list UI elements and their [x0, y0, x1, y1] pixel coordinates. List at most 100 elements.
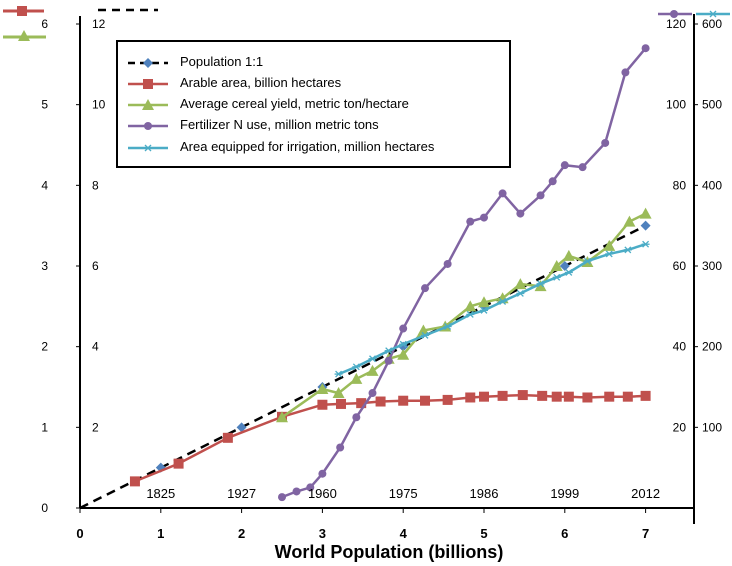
- point-fertilizer-8: [399, 324, 408, 333]
- point-yield-4: [366, 364, 379, 376]
- series-fertilizer: [278, 44, 650, 502]
- point-arable-12: [479, 391, 489, 402]
- point-irrigation-10-c: [516, 289, 524, 297]
- point-yield-0: [276, 411, 288, 423]
- point-fertilizer-17: [560, 161, 569, 170]
- series-line-fertilizer: [281, 47, 647, 499]
- point-fertilizer-10: [443, 259, 452, 268]
- chart-frame: [3, 6, 730, 524]
- point-irrigation-16: [623, 246, 632, 254]
- yield-tick-label-8: 8: [92, 178, 99, 192]
- legend-marker-irrigation-c: [144, 144, 152, 152]
- arable-tick-label-1: 1: [41, 420, 48, 434]
- point-yield-17: [603, 239, 616, 251]
- legend-label-fertilizer: Fertilizer N use, million metric tons: [180, 117, 379, 132]
- irrigation-tick-label-100: 100: [702, 420, 722, 434]
- point-irrigation-8: [480, 306, 488, 314]
- point-irrigation-9: [498, 298, 507, 305]
- point-fertilizer-11: [466, 217, 475, 226]
- legend: Population 1:1 Arable area, billion hect…: [116, 40, 511, 168]
- point-irrigation-8-c: [480, 306, 488, 314]
- fertilizer-tick-label-80: 80: [673, 178, 687, 192]
- series-layer: [79, 44, 652, 510]
- point-fertilizer-16: [548, 177, 557, 186]
- point-arable-21: [640, 390, 651, 401]
- point-arable-15: [537, 390, 548, 401]
- point-fertilizer-0: [278, 493, 286, 502]
- point-irrigation-14-c: [583, 257, 591, 265]
- point-irrigation-0-c: [335, 370, 343, 378]
- x-tick-label-3: 3: [319, 526, 326, 541]
- fertilizer-axis-key-marker: [670, 10, 678, 18]
- irrigation-tick-label-400: 400: [702, 178, 722, 192]
- irrigation-tick-label-200: 200: [702, 340, 722, 354]
- legend-label-arable: Arable area, billion hectares: [180, 75, 342, 90]
- series-population: [79, 220, 651, 510]
- point-arable-9: [420, 395, 431, 406]
- point-fertilizer-13: [498, 189, 507, 198]
- point-yield-12: [514, 278, 527, 290]
- arable-tick-label-5: 5: [41, 98, 48, 112]
- point-yield-15: [562, 249, 575, 261]
- point-arable-8: [398, 395, 409, 406]
- point-irrigation-16-c: [624, 246, 632, 254]
- yield-tick-label-4: 4: [92, 340, 99, 354]
- point-irrigation-2-c: [369, 355, 376, 363]
- point-irrigation-12: [552, 273, 561, 281]
- point-irrigation-1: [352, 363, 361, 371]
- point-fertilizer-5: [352, 413, 361, 422]
- point-irrigation-13-c: [565, 268, 573, 276]
- point-irrigation-5: [421, 331, 430, 339]
- point-arable-10: [442, 394, 453, 405]
- fertilizer-tick-label-20: 20: [673, 420, 687, 434]
- arable-tick-label-2: 2: [41, 340, 48, 354]
- yield-tick-label-6: 6: [92, 259, 99, 273]
- irrigation-tick-label-500: 500: [702, 98, 722, 112]
- irrigation-axis-key-marker: [709, 10, 717, 18]
- arable-tick-label-6: 6: [41, 17, 48, 31]
- point-irrigation-3: [384, 347, 393, 355]
- point-fertilizer-2: [306, 483, 315, 492]
- x-tick-label-1: 1: [157, 526, 164, 541]
- series-arable: [129, 390, 651, 487]
- point-irrigation-5-c: [421, 331, 429, 339]
- point-irrigation-0: [334, 370, 343, 378]
- x-tick-label-4: 4: [400, 526, 408, 541]
- yield-tick-label-12: 12: [92, 17, 106, 31]
- year-label-1986: 1986: [470, 486, 499, 501]
- legend-marker-fertilizer: [144, 122, 152, 130]
- point-irrigation-10: [516, 289, 525, 297]
- legend-label-population: Population 1:1: [180, 54, 263, 69]
- year-label-1825: 1825: [146, 486, 175, 501]
- point-yield-18: [623, 215, 636, 227]
- point-yield-6: [397, 348, 410, 360]
- point-irrigation-7-c: [466, 310, 474, 318]
- irrigation-axis-key-marker-c: [709, 10, 717, 18]
- year-label-1975: 1975: [389, 486, 418, 501]
- point-irrigation-11: [536, 280, 545, 288]
- x-tick-label-6: 6: [561, 526, 568, 541]
- point-fertilizer-19: [601, 138, 610, 147]
- point-irrigation-7: [466, 310, 475, 318]
- legend-marker-population: [143, 58, 153, 68]
- legend-box: [116, 40, 511, 168]
- point-irrigation-15-c: [605, 250, 613, 258]
- fertilizer-tick-label-100: 100: [666, 98, 686, 112]
- point-fertilizer-4: [336, 443, 345, 452]
- point-fertilizer-7: [384, 356, 393, 365]
- point-fertilizer-12: [480, 213, 488, 222]
- x-tick-label-0: 0: [76, 526, 83, 541]
- point-arable-14: [517, 390, 528, 401]
- point-fertilizer-15: [536, 191, 545, 200]
- point-arable-4: [317, 399, 328, 410]
- legend-marker-irrigation: [144, 144, 152, 152]
- point-fertilizer-21: [641, 44, 650, 53]
- point-yield-1: [316, 383, 329, 395]
- point-irrigation-17-c: [642, 240, 650, 248]
- point-fertilizer-6: [368, 389, 377, 398]
- point-population-6: [559, 261, 570, 271]
- point-yield-13: [534, 280, 547, 292]
- point-irrigation-11-c: [537, 280, 545, 288]
- point-population-7: [640, 220, 651, 231]
